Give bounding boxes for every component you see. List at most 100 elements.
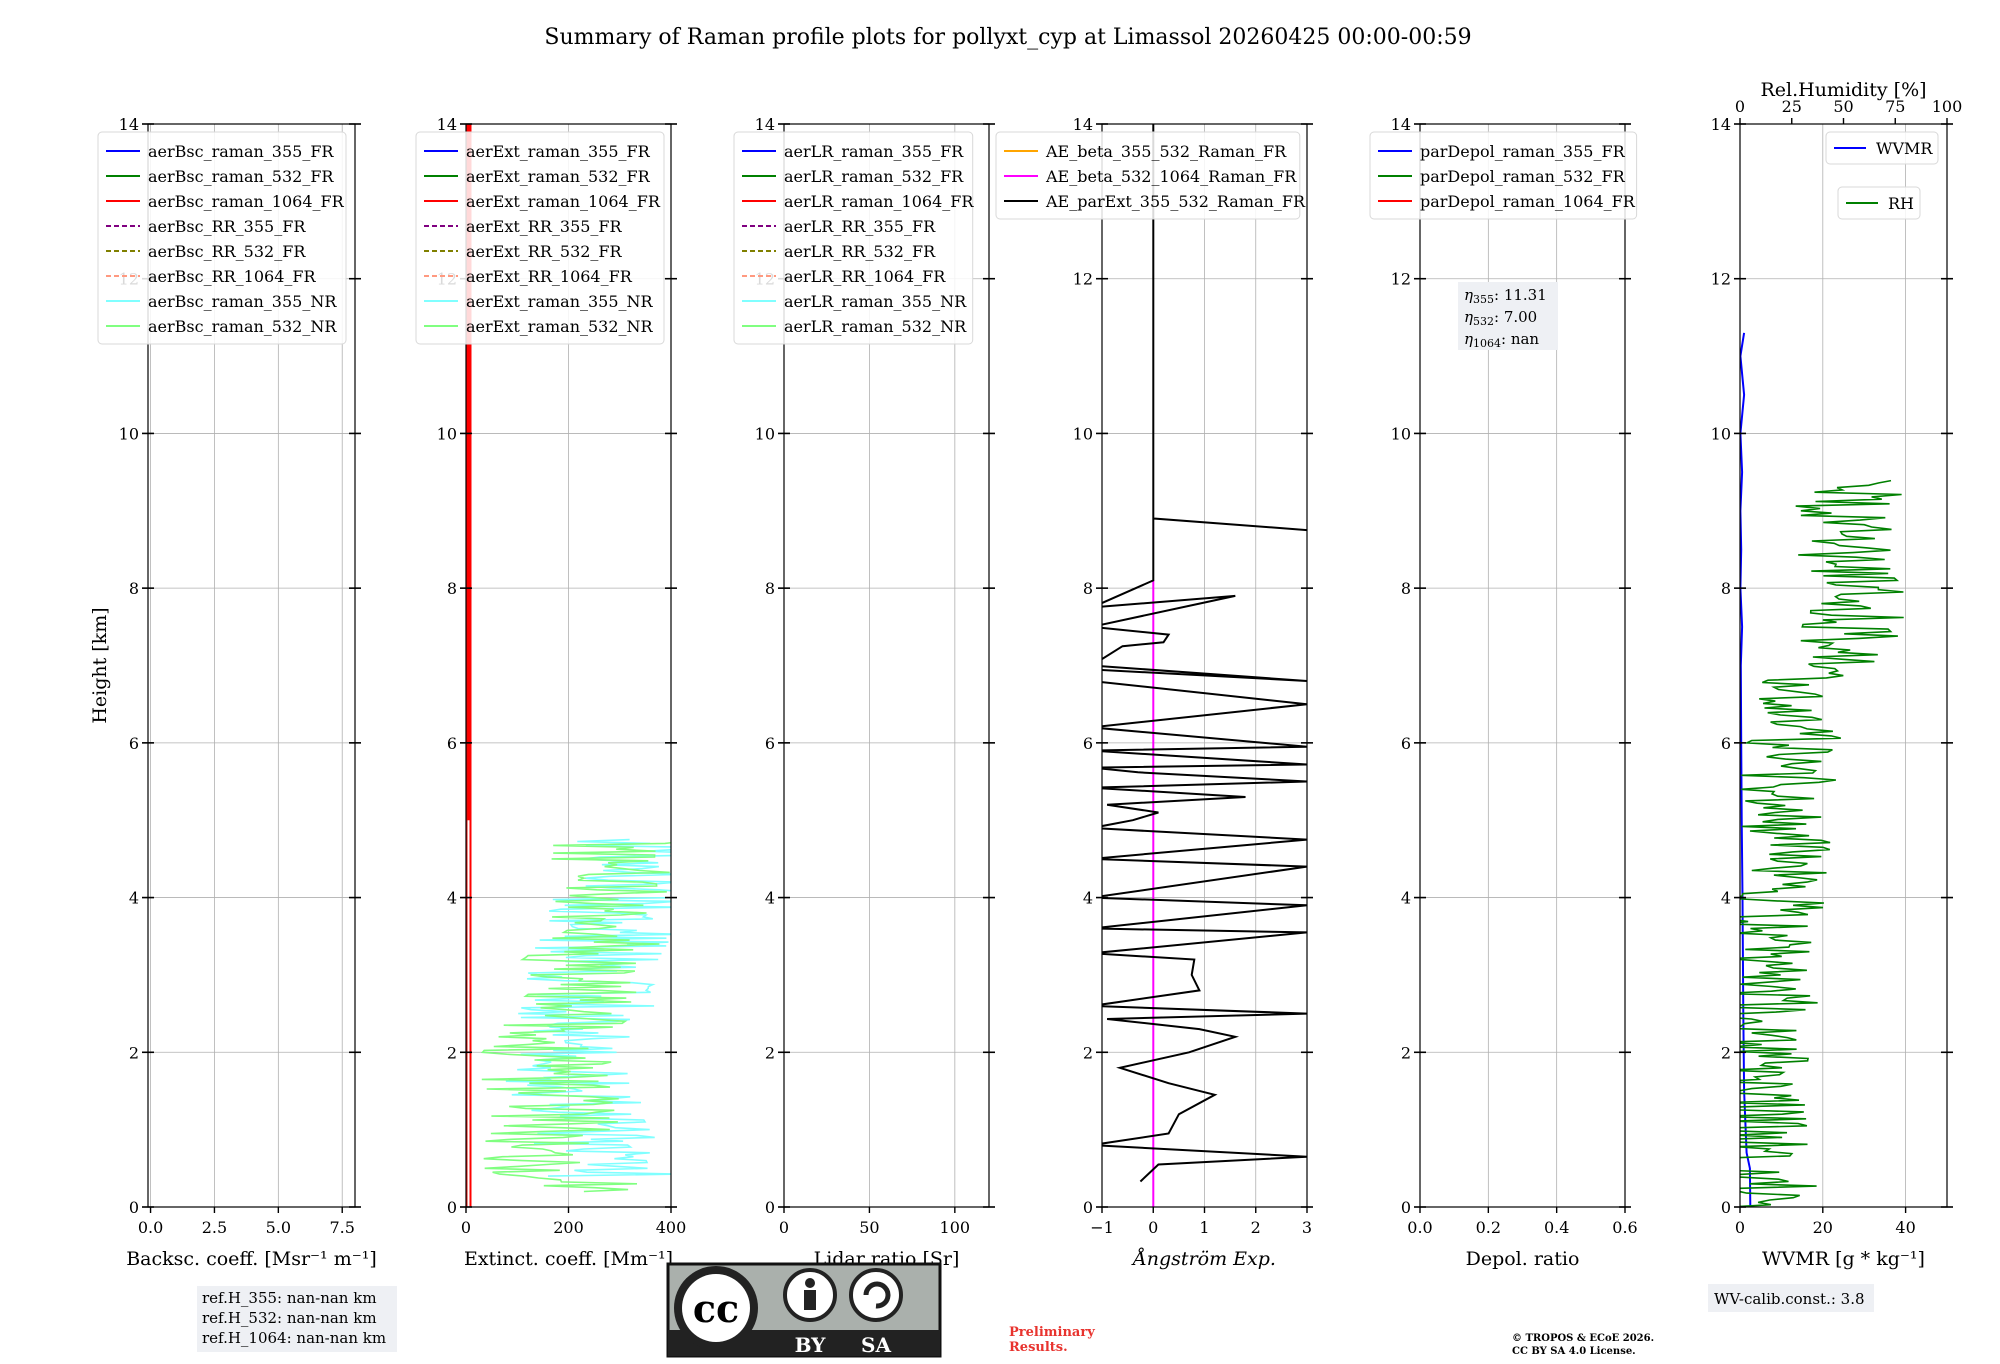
y-tick-label: 0 — [1401, 1198, 1411, 1217]
wv-calib-box — [1708, 1284, 1874, 1312]
series-WVMR — [1740, 332, 1752, 1207]
ref-heights-box — [197, 1286, 397, 1352]
x-tick-label: 5.0 — [266, 1218, 291, 1237]
copyright-label: CC BY SA 4.0 License. — [1512, 1346, 1636, 1357]
x-tick-label: 0 — [779, 1218, 789, 1237]
x-axis-label: Depol. ratio — [1466, 1248, 1580, 1270]
y-tick-label: 4 — [1401, 889, 1411, 908]
copyright-label: © TROPOS & ECoE 2026. — [1512, 1333, 1654, 1344]
y-tick-label: 2 — [129, 1043, 139, 1062]
series-group — [1740, 332, 1904, 1207]
series-aerExt_raman_532_NR — [480, 841, 671, 1193]
y-tick-label: 14 — [1073, 115, 1093, 134]
x-axis-label: Backsc. coeff. [Msr⁻¹ m⁻¹] — [126, 1248, 377, 1270]
legend-box — [97, 131, 347, 345]
ref-height-label: ref.H_355: nan-nan km — [202, 1289, 377, 1307]
y-tick-label: 10 — [1391, 424, 1411, 443]
y-tick-label: 10 — [437, 424, 457, 443]
x-tick-label: 0.0 — [138, 1218, 163, 1237]
top-tick-label: 0 — [1735, 97, 1745, 116]
legend-box — [1369, 131, 1638, 220]
y-tick-label: 2 — [1721, 1043, 1731, 1062]
legend-label: RH — [1888, 194, 1914, 213]
x-tick-label: 0.4 — [1544, 1218, 1569, 1237]
x-tick-label: 0.0 — [1407, 1218, 1432, 1237]
legend-label: aerLR_raman_355_NR — [784, 292, 967, 311]
y-tick-label: 12 — [1391, 270, 1411, 289]
legend-label: aerBsc_RR_355_FR — [148, 217, 306, 236]
legend-label: aerExt_raman_1064_FR — [466, 192, 661, 211]
axes-frame — [1739, 123, 1948, 1208]
y-tick-label: 0 — [447, 1198, 457, 1217]
y-tick-label: 12 — [1073, 270, 1093, 289]
top-axis-label: Rel.Humidity [%] — [1760, 79, 1926, 101]
x-axis-label: WVMR [g * kg⁻¹] — [1762, 1248, 1925, 1270]
legend-label: aerExt_raman_532_FR — [466, 167, 651, 186]
eta-label: η1064: nan — [1464, 330, 1539, 350]
legend-label: aerBsc_raman_355_NR — [148, 292, 337, 311]
y-tick-label: 6 — [129, 734, 139, 753]
x-tick-label: 200 — [553, 1218, 584, 1237]
legend-box — [1825, 131, 1939, 165]
preliminary-label: Preliminary — [1009, 1325, 1095, 1340]
y-tick-label: 4 — [1721, 889, 1731, 908]
legend-label: aerBsc_raman_1064_FR — [148, 192, 345, 211]
y-tick-label: 10 — [119, 424, 139, 443]
x-tick-label: 0 — [1148, 1218, 1158, 1237]
sa-circle — [849, 1268, 903, 1322]
eta-label: η532: 7.00 — [1464, 308, 1537, 328]
y-tick-label: 8 — [1083, 579, 1093, 598]
y-tick-label: 6 — [1083, 734, 1093, 753]
y-tick-label: 8 — [1401, 579, 1411, 598]
y-tick-label: 14 — [437, 115, 457, 134]
axes-frame — [783, 123, 990, 1208]
series-AE_parExt_355_532_Raman_FR — [1102, 124, 1307, 1183]
y-tick-label: 4 — [765, 889, 775, 908]
y-tick-label: 8 — [447, 579, 457, 598]
legend-label: AE_beta_532_1064_Raman_FR — [1045, 167, 1297, 186]
panel-lidar-ratio: 02468101214050100Lidar ratio [Sr]aerLR_r… — [733, 115, 995, 1270]
x-tick-label: 7.5 — [329, 1218, 354, 1237]
series-aerExt_raman_355_NR — [505, 838, 671, 1177]
y-tick-label: 14 — [119, 115, 139, 134]
legend-label: parDepol_raman_355_FR — [1420, 142, 1626, 161]
y-tick-label: 0 — [1721, 1198, 1731, 1217]
license-badge: cc BY SA — [666, 1262, 942, 1358]
y-tick-label: 14 — [1391, 115, 1411, 134]
legend-label: aerLR_RR_355_FR — [784, 217, 936, 236]
y-tick-label: 6 — [1721, 734, 1731, 753]
legend-box — [733, 131, 974, 345]
y-tick-label: 14 — [1711, 115, 1731, 134]
top-tick-label: 75 — [1885, 97, 1905, 116]
y-tick-label: 0 — [765, 1198, 775, 1217]
by-head — [805, 1278, 815, 1288]
legend-label: aerExt_RR_355_FR — [466, 217, 623, 236]
legend-label: AE_beta_355_532_Raman_FR — [1045, 142, 1287, 161]
x-tick-label: 0.6 — [1612, 1218, 1637, 1237]
x-axis-label: Ångström Exp. — [1131, 1248, 1276, 1270]
y-tick-label: 2 — [447, 1043, 457, 1062]
top-tick-label: 25 — [1782, 97, 1802, 116]
sa-label: SA — [861, 1333, 891, 1357]
y-tick-label: 0 — [1083, 1198, 1093, 1217]
preliminary-label: Results. — [1009, 1340, 1068, 1355]
top-tick-label: 50 — [1833, 97, 1853, 116]
x-tick-label: 3 — [1302, 1218, 1312, 1237]
legend-label: parDepol_raman_532_FR — [1420, 167, 1626, 186]
x-tick-label: 0 — [461, 1218, 471, 1237]
y-tick-label: 10 — [755, 424, 775, 443]
legend-label: aerBsc_raman_355_FR — [148, 142, 334, 161]
legend-box — [1837, 186, 1921, 220]
x-tick-label: 2.5 — [202, 1218, 227, 1237]
x-tick-label: 50 — [859, 1218, 879, 1237]
axes-frame — [147, 123, 356, 1208]
legend-label: aerBsc_RR_532_FR — [148, 242, 306, 261]
axes-frame — [1419, 123, 1626, 1208]
y-tick-label: 6 — [765, 734, 775, 753]
y-tick-label: 10 — [1711, 424, 1731, 443]
by-label: BY — [795, 1333, 827, 1357]
